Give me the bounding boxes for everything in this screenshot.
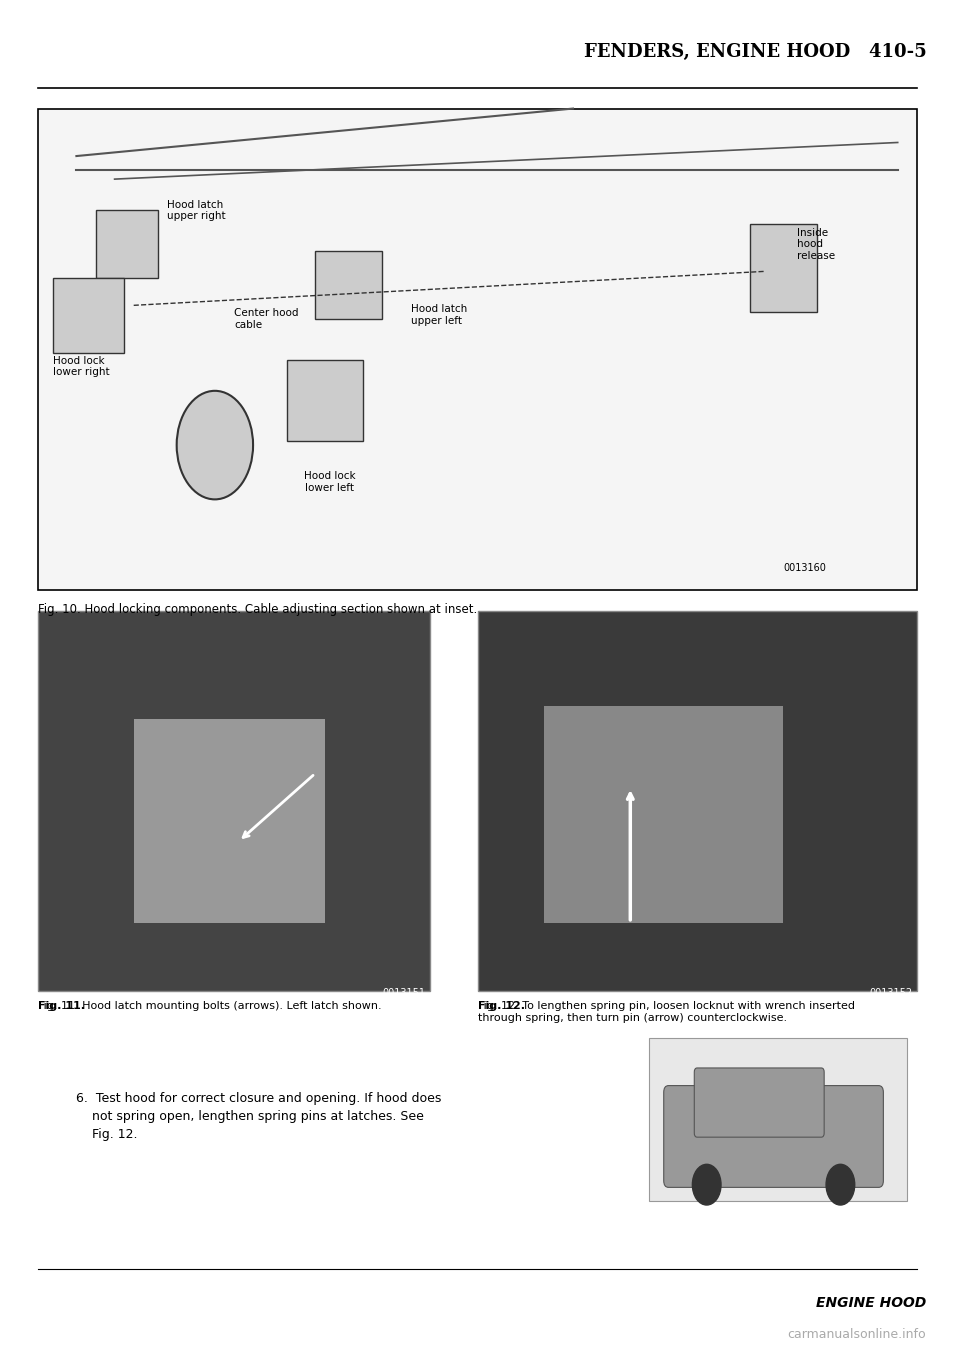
Text: Fig. 12. To lengthen spring pin, loosen locknut with wrench inserted
through spr: Fig. 12. To lengthen spring pin, loosen … [477, 1001, 854, 1023]
FancyBboxPatch shape [694, 1068, 825, 1137]
FancyBboxPatch shape [750, 224, 817, 312]
FancyBboxPatch shape [53, 278, 124, 353]
FancyBboxPatch shape [286, 360, 363, 441]
FancyBboxPatch shape [649, 1038, 907, 1201]
FancyBboxPatch shape [38, 611, 430, 991]
Text: carmanualsonline.info: carmanualsonline.info [788, 1327, 926, 1341]
FancyBboxPatch shape [95, 210, 157, 278]
Text: Hood latch
upper left: Hood latch upper left [411, 304, 467, 326]
Text: Hood lock
lower right: Hood lock lower right [53, 356, 109, 377]
Text: 6.  Test hood for correct closure and opening. If hood does
    not spring open,: 6. Test hood for correct closure and ope… [77, 1092, 442, 1141]
Text: Fig. 10. Hood locking components. Cable adjusting section shown at inset.: Fig. 10. Hood locking components. Cable … [38, 603, 477, 616]
Text: 0013160: 0013160 [783, 563, 826, 573]
Text: Inside
hood
release: Inside hood release [798, 228, 835, 261]
Text: Fig. 11.: Fig. 11. [38, 1001, 85, 1011]
FancyBboxPatch shape [663, 1086, 883, 1187]
FancyBboxPatch shape [133, 719, 324, 923]
FancyBboxPatch shape [544, 706, 783, 923]
Text: 0013151: 0013151 [382, 988, 425, 997]
Text: Hood latch
upper right: Hood latch upper right [167, 199, 226, 221]
Circle shape [692, 1164, 721, 1205]
Text: Hood lock
lower left: Hood lock lower left [303, 471, 355, 493]
Text: Fig. 12.: Fig. 12. [477, 1001, 524, 1011]
Circle shape [177, 391, 253, 499]
Text: Center hood
cable: Center hood cable [234, 308, 299, 330]
FancyBboxPatch shape [38, 109, 917, 590]
FancyBboxPatch shape [477, 611, 917, 991]
Text: Fig. 11. Hood latch mounting bolts (arrows). Left latch shown.: Fig. 11. Hood latch mounting bolts (arro… [38, 1001, 382, 1011]
Circle shape [826, 1164, 854, 1205]
Text: ENGINE HOOD: ENGINE HOOD [816, 1296, 926, 1310]
Text: FENDERS, ENGINE HOOD   410-5: FENDERS, ENGINE HOOD 410-5 [584, 43, 926, 61]
Text: 0013152: 0013152 [869, 988, 912, 997]
FancyBboxPatch shape [315, 251, 382, 319]
